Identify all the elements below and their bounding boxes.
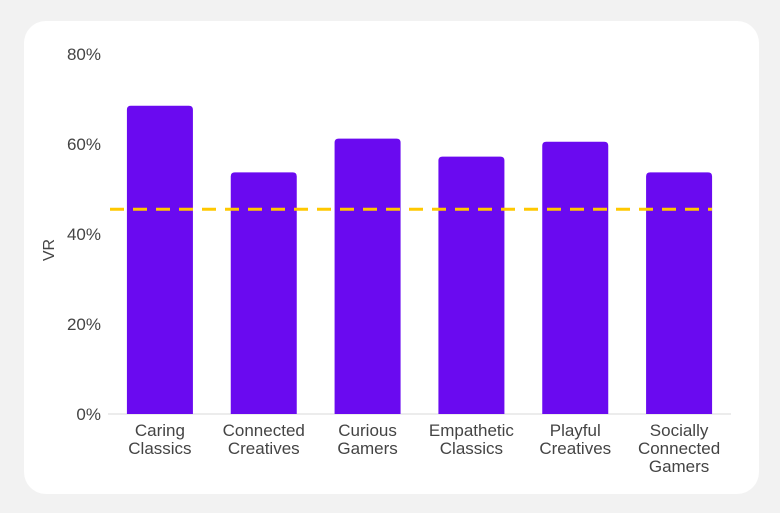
bar (334, 138, 401, 414)
bar (542, 141, 609, 414)
y-tick-label: 0% (76, 405, 101, 424)
bars (126, 105, 713, 414)
x-tick-label: Empathetic (429, 421, 515, 440)
x-tick-label: Gamers (649, 457, 709, 476)
x-tick-label: Classics (128, 439, 191, 458)
x-tick-label: Classics (440, 439, 503, 458)
y-tick-label: 60% (67, 135, 101, 154)
x-tick-label: Caring (135, 421, 185, 440)
x-tick-label: Creatives (228, 439, 300, 458)
bar (230, 172, 297, 414)
x-tick-label: Creatives (539, 439, 611, 458)
y-tick-label: 40% (67, 225, 101, 244)
y-tick-label: 80% (67, 45, 101, 64)
bar (126, 105, 193, 414)
bar (646, 172, 713, 414)
y-axis-ticks: 0% 20% 40% 60% 80% (67, 45, 101, 424)
x-tick-label: Socially (650, 421, 709, 440)
x-tick-label: Gamers (337, 439, 397, 458)
y-axis-title: VR (41, 239, 58, 261)
bar (438, 156, 505, 414)
x-tick-label: Playful (550, 421, 601, 440)
x-axis-labels: CaringClassicsConnectedCreativesCuriousG… (128, 421, 720, 476)
y-tick-label: 20% (67, 315, 101, 334)
x-tick-label: Connected (638, 439, 720, 458)
x-tick-label: Connected (223, 421, 305, 440)
x-tick-label: Curious (338, 421, 397, 440)
